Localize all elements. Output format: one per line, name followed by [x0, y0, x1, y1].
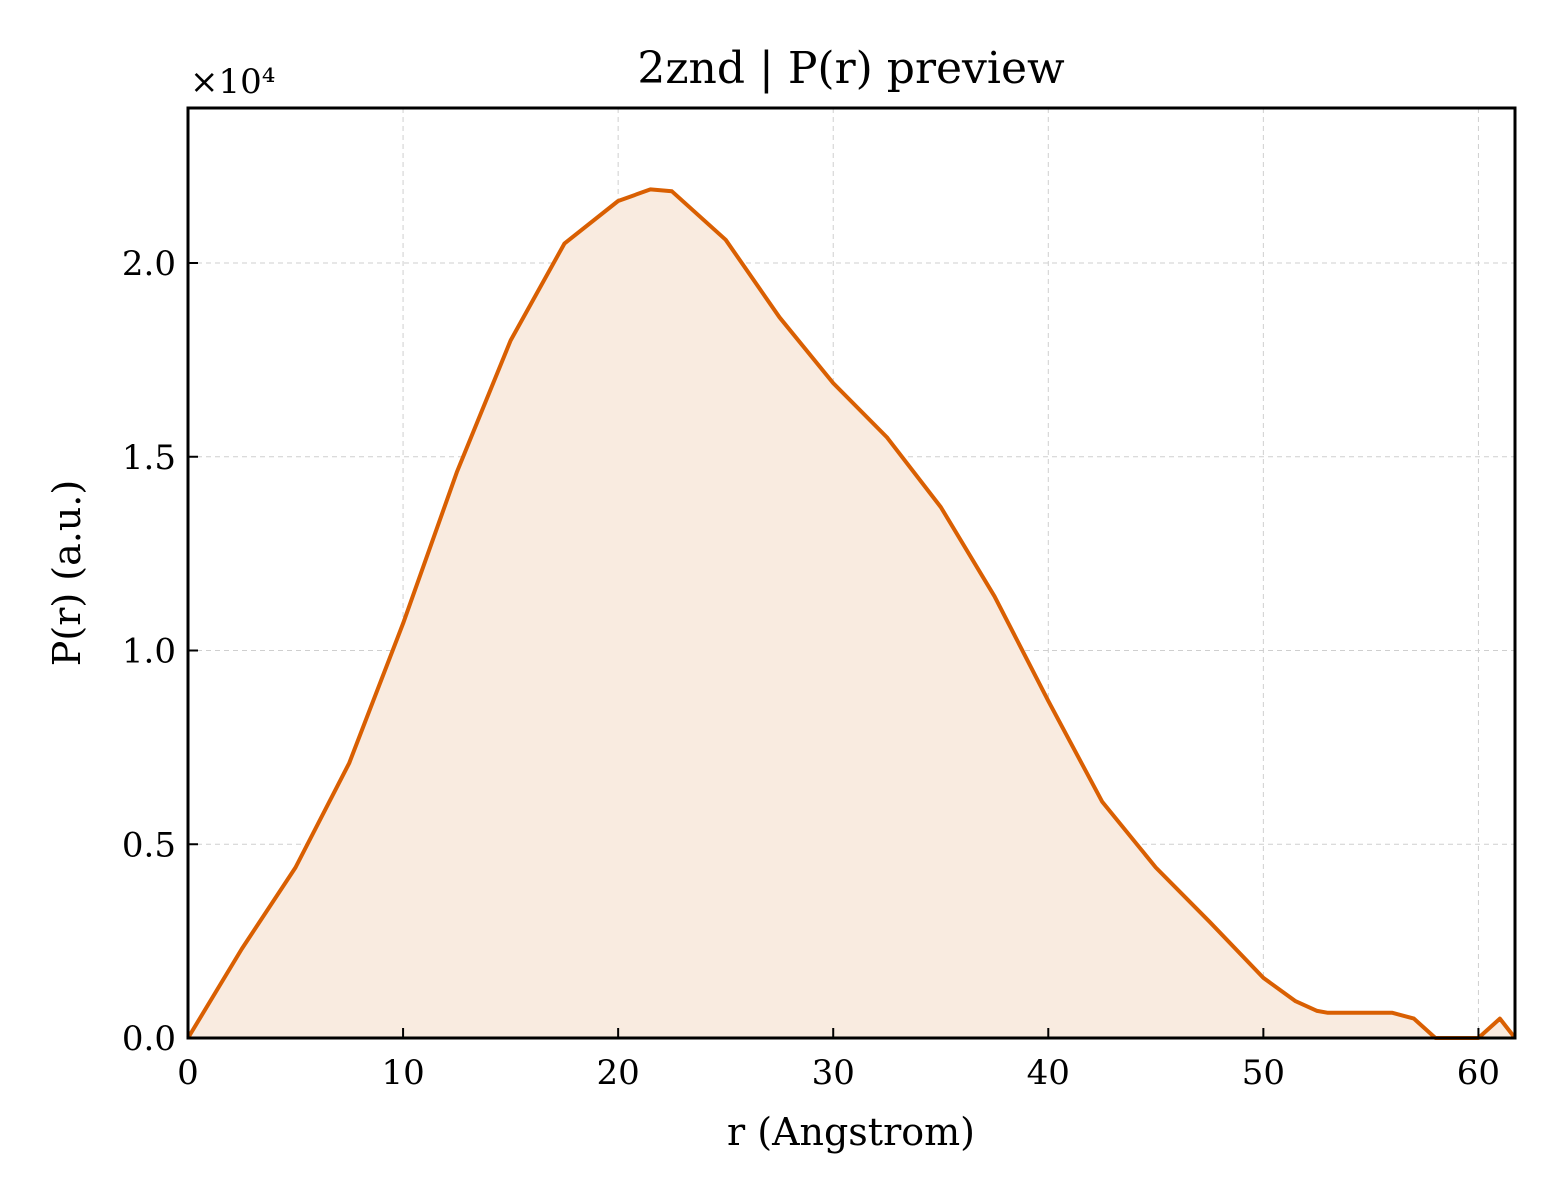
x-tick-label: 40	[1027, 1053, 1070, 1093]
x-axis-label: r (Angstrom)	[727, 1110, 975, 1154]
ticks: 0 10 20 30 40 50 60 0.0 0.5 1.0 1.5 2.0	[122, 244, 1500, 1093]
y-tick-label: 1.5	[122, 438, 176, 478]
y-offset-text: ×10⁴	[190, 62, 275, 102]
plot-frame	[186, 106, 1517, 1040]
x-tick-label: 50	[1242, 1053, 1285, 1093]
x-tick-label: 60	[1457, 1053, 1500, 1093]
x-tick-label: 10	[381, 1053, 424, 1093]
x-tick-label: 20	[597, 1053, 640, 1093]
y-tick-label: 1.0	[122, 632, 176, 672]
chart-title: 2znd | P(r) preview	[637, 43, 1065, 94]
y-tick-label: 0.0	[122, 1019, 176, 1059]
x-tick-label: 0	[177, 1053, 199, 1093]
area-fill	[188, 189, 1515, 1038]
series-line	[186, 187, 1517, 1040]
y-tick-label: 2.0	[122, 244, 176, 284]
x-tick-label: 30	[812, 1053, 855, 1093]
y-axis-label: P(r) (a.u.)	[45, 480, 89, 666]
y-tick-label: 0.5	[122, 825, 176, 865]
